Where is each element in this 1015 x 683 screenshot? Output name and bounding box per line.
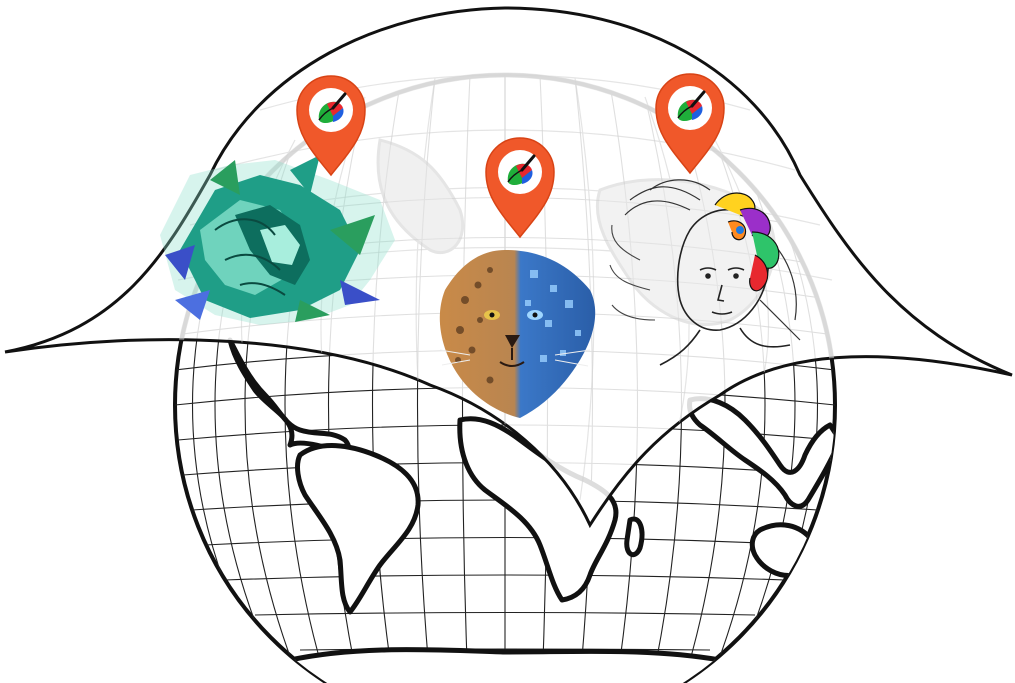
- artwork-teal-portrait: [160, 155, 395, 325]
- artwork-leopard: [439, 250, 596, 418]
- pin-center: [485, 137, 555, 239]
- pin-right: [655, 73, 725, 175]
- paint-brush-icon: [677, 90, 706, 121]
- continents: [227, 337, 835, 683]
- paint-brush-icon: [318, 92, 347, 123]
- hair-ornament: [714, 192, 780, 292]
- pin-left: [296, 75, 366, 177]
- paint-brush-icon: [507, 154, 536, 185]
